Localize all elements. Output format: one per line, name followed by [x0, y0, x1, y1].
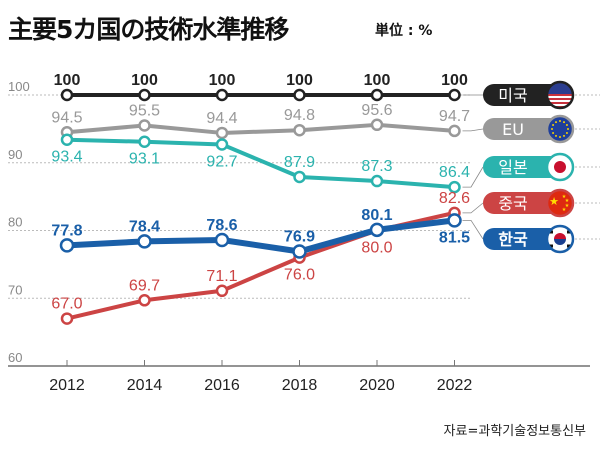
- data-label-china: 69.7: [129, 277, 160, 294]
- data-label-eu: 94.4: [206, 110, 237, 127]
- x-tick-label: 2016: [204, 377, 240, 394]
- data-point-korea: [447, 213, 462, 228]
- data-point-eu: [138, 119, 151, 132]
- data-point-japan: [138, 135, 151, 148]
- china-flag-icon: ★ ★★★★: [545, 188, 575, 218]
- data-point-eu: [370, 118, 384, 132]
- data-label-usa: 100: [441, 72, 468, 89]
- y-tick-label: 60: [8, 350, 22, 365]
- series-line-korea: [66, 217, 455, 255]
- data-label-japan: 86.4: [439, 164, 470, 181]
- data-point-japan: [370, 174, 384, 188]
- source-note: 자료=과학기술정보통신부: [443, 424, 586, 439]
- data-point-korea: [369, 222, 385, 238]
- korea-flag-icon: [545, 224, 575, 254]
- data-label-japan: 87.9: [284, 154, 315, 171]
- data-label-japan: 93.4: [51, 149, 82, 166]
- data-point-korea: [137, 234, 152, 249]
- x-tick-label: 2018: [282, 377, 318, 394]
- unit-label: 単位 : %: [375, 23, 433, 39]
- data-point-usa: [448, 88, 461, 102]
- data-label-japan: 93.1: [129, 151, 160, 168]
- data-point-korea: [59, 238, 75, 253]
- data-label-usa: 100: [364, 72, 391, 89]
- data-label-china: 76.0: [284, 267, 315, 284]
- legend-label-eu: EU: [502, 120, 524, 139]
- svg-text:★: ★: [562, 194, 567, 200]
- eu-flag-icon: [545, 114, 575, 144]
- data-point-japan: [215, 138, 229, 151]
- legend-connector: [462, 166, 484, 188]
- y-tick-label: 90: [8, 147, 22, 162]
- svg-text:★: ★: [549, 195, 559, 208]
- x-tick-label: 2020: [359, 377, 395, 394]
- data-point-japan: [448, 180, 461, 194]
- data-point-china: [138, 294, 151, 307]
- series-line-japan: [66, 137, 455, 190]
- data-point-usa: [293, 88, 306, 102]
- legend-connector: [462, 202, 484, 214]
- data-label-usa: 100: [54, 72, 81, 89]
- data-label-korea: 80.1: [361, 207, 392, 224]
- data-point-usa: [138, 88, 151, 102]
- svg-text:★: ★: [565, 203, 570, 209]
- data-point-china: [215, 284, 229, 298]
- legend-label-china: 중국: [498, 194, 527, 213]
- legend-connector: [462, 128, 484, 132]
- data-label-usa: 100: [209, 72, 236, 89]
- svg-text:★: ★: [562, 207, 567, 213]
- data-point-china: [60, 312, 74, 325]
- data-label-japan: 92.7: [206, 153, 237, 170]
- x-tick-label: 2012: [49, 377, 85, 394]
- data-label-eu: 95.6: [361, 102, 392, 119]
- japan-flag-icon: [545, 152, 575, 182]
- svg-text:★: ★: [565, 198, 570, 204]
- data-label-japan: 87.3: [361, 158, 392, 175]
- data-point-eu: [448, 124, 461, 138]
- data-label-eu: 94.8: [284, 107, 315, 124]
- data-point-japan: [293, 170, 306, 184]
- y-tick-label: 80: [8, 215, 22, 230]
- data-label-usa: 100: [286, 72, 313, 89]
- data-label-korea: 76.9: [284, 229, 315, 246]
- data-label-eu: 95.5: [129, 102, 160, 119]
- chart-title: 主要5カ国の技術水準推移: [8, 15, 289, 44]
- y-tick-label: 70: [8, 282, 22, 297]
- data-point-korea: [292, 244, 307, 259]
- data-point-eu: [215, 126, 229, 140]
- data-label-korea: 78.4: [129, 218, 160, 235]
- legend-connector: [462, 219, 484, 240]
- data-point-korea: [214, 232, 230, 248]
- data-label-korea: 81.5: [439, 229, 470, 246]
- data-point-usa: [370, 88, 384, 102]
- data-point-usa: [60, 88, 74, 102]
- data-label-korea: 77.8: [51, 222, 82, 239]
- data-label-china: 80.0: [361, 240, 392, 257]
- x-tick-label: 2022: [437, 377, 473, 394]
- legend-label-japan: 일본: [498, 158, 527, 177]
- legend-label-usa: 미국: [498, 86, 527, 105]
- data-point-eu: [293, 123, 306, 137]
- series-lines: [59, 88, 484, 325]
- data-label-korea: 78.6: [206, 217, 237, 234]
- data-label-china: 82.6: [439, 190, 470, 207]
- data-label-china: 67.0: [51, 296, 82, 313]
- axes: 60 70 80 90 100 2012 2014 2016 2018 2020 2022: [8, 79, 590, 394]
- usa-flag-icon: [545, 80, 575, 110]
- data-label-eu: 94.5: [51, 109, 82, 126]
- x-tick-label: 2014: [127, 377, 163, 394]
- legend-label-korea: 한국: [498, 230, 528, 249]
- data-labels: 100 100 100 100 100 100 94.5 95.5 94.4 94.8 95.6 94…: [51, 72, 470, 313]
- data-label-usa: 100: [131, 72, 158, 89]
- data-point-japan: [60, 133, 74, 146]
- series-line-eu: [66, 122, 455, 135]
- data-label-china: 71.1: [206, 268, 237, 285]
- data-label-eu: 94.7: [439, 108, 470, 125]
- y-tick-label: 100: [8, 79, 30, 94]
- data-point-usa: [215, 88, 229, 102]
